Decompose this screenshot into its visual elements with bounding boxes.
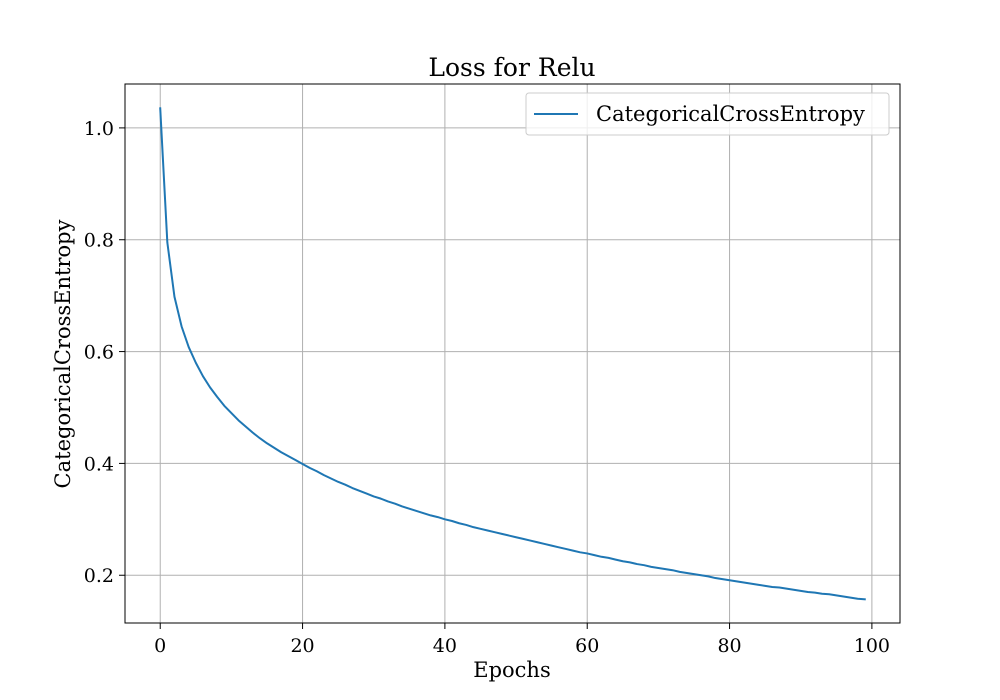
y-tick-label: 0.2 [84, 565, 114, 587]
y-tick-label: 0.6 [84, 342, 114, 364]
series-line-categorical-cross-entropy [159, 107, 866, 601]
x-tick-label: 20 [290, 635, 314, 657]
axis-ticks: 0 20 40 60 80 100 0.2 0.4 0.6 0.8 1.0 [84, 118, 890, 657]
plot-area [125, 84, 900, 623]
y-tick-label: 1.0 [84, 118, 114, 140]
plot-frame [124, 83, 901, 624]
x-axis-label: Epochs [473, 658, 550, 682]
legend-label-categorical-cross-entropy: CategoricalCrossEntropy [596, 102, 865, 126]
legend: CategoricalCrossEntropy [525, 92, 890, 136]
x-tick-label: 0 [154, 635, 166, 657]
y-axis-label: CategoricalCrossEntropy [51, 219, 75, 488]
x-tick-label: 100 [854, 635, 890, 657]
y-tick-label: 0.8 [84, 230, 114, 252]
series-lines [159, 107, 866, 601]
chart-title: Loss for Relu [428, 53, 595, 82]
x-tick-label: 60 [575, 635, 599, 657]
y-tick-label: 0.4 [84, 453, 114, 475]
x-tick-label: 80 [717, 635, 741, 657]
legend-box [525, 92, 890, 136]
x-tick-label: 40 [433, 635, 457, 657]
